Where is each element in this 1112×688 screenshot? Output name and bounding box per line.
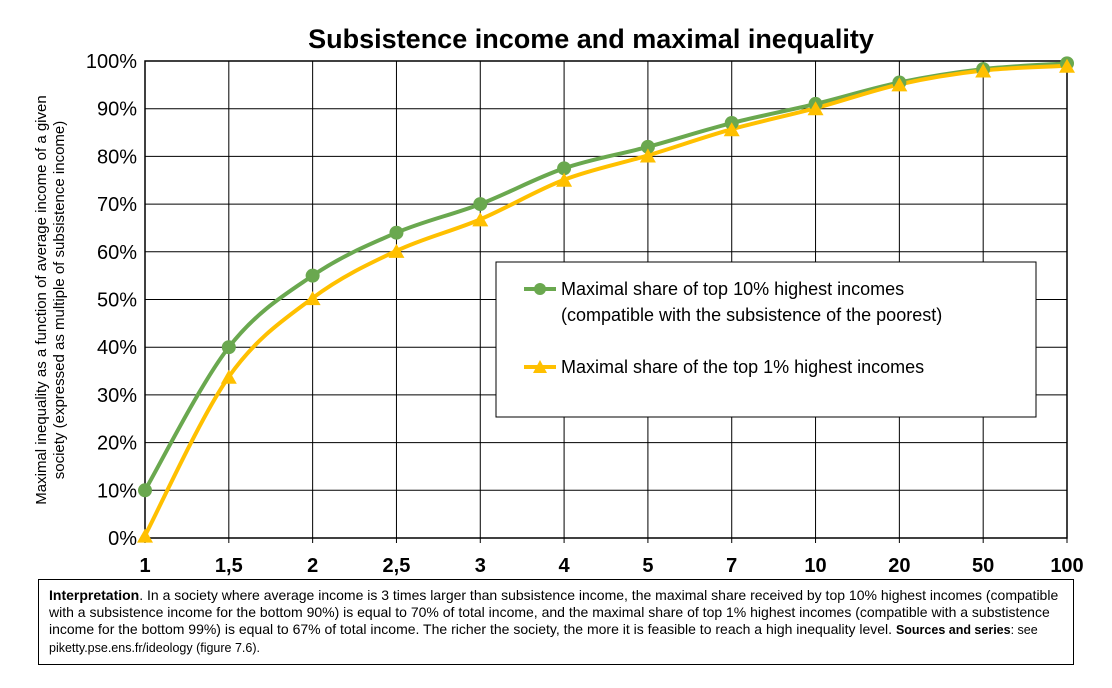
series-point-1 — [975, 63, 992, 78]
series-point-0 — [557, 161, 572, 176]
legend-label-top10-line-2: (compatible with the subsistence of the … — [561, 305, 942, 325]
note-sources-text: : see piketty.pse.ens.fr/ideology (figur… — [49, 623, 1038, 655]
y-axis: 0% 10% 20% 30% 40% 50% 60% 70% 80% 90% 100% — [86, 51, 137, 550]
note-sources-label: Sources and series — [895, 623, 1011, 637]
series-point-0 — [389, 225, 404, 240]
series-point-1 — [388, 243, 405, 258]
x-tick-label: 1 — [139, 555, 150, 577]
legend-box — [495, 261, 1037, 418]
x-tick-label: 20 — [888, 555, 910, 577]
series-point-1 — [556, 172, 573, 187]
x-tick-label: 50 — [972, 555, 994, 577]
y-tick-label: 10% — [97, 480, 137, 502]
y-tick-label: 100% — [86, 51, 137, 73]
y-tick-label: 0% — [108, 528, 137, 550]
y-tick-label: 50% — [97, 290, 137, 312]
series-point-1 — [304, 291, 321, 306]
y-tick-label: 90% — [97, 99, 137, 121]
series-point-0 — [221, 340, 236, 355]
x-tick-label: 2,5 — [383, 555, 411, 577]
y-tick-label: 20% — [97, 433, 137, 455]
series-point-1 — [639, 148, 656, 163]
series-point-1 — [807, 101, 824, 116]
x-tick-label: 5 — [642, 555, 653, 577]
series-layer — [137, 56, 1075, 543]
interpretation-note: Interpretation. In a society where avera… — [38, 579, 1074, 665]
series-point-0 — [640, 139, 655, 154]
series-point-0 — [138, 483, 152, 498]
plot-area-border — [144, 60, 1068, 539]
series-point-1 — [723, 122, 740, 137]
series-point-1 — [1059, 58, 1075, 73]
note-text: . In a society where average income is 3… — [49, 587, 1059, 637]
x-tick-label: 3 — [475, 555, 486, 577]
series-point-1 — [220, 369, 237, 384]
legend-label-top10-line-1: Maximal share of top 10% highest incomes — [561, 279, 904, 299]
y-tick-label: 80% — [97, 146, 137, 168]
y-axis-label-line-1: Maximal inequality as a function of aver… — [33, 95, 50, 504]
x-tick-label: 100 — [1050, 555, 1083, 577]
legend-marker-top10 — [534, 283, 546, 295]
series-point-1 — [137, 528, 153, 543]
y-tick-label: 60% — [97, 242, 137, 264]
y-axis-label-line-2: society (expressed as multiple of subsis… — [51, 121, 68, 480]
chart: Subsistence income and maximal inequalit… — [33, 24, 1084, 577]
legend: Maximal share of top 10% highest incomes… — [495, 261, 1037, 418]
x-tick-label: 7 — [726, 555, 737, 577]
y-tick-label: 70% — [97, 194, 137, 216]
x-tick-label: 1,5 — [215, 555, 243, 577]
chart-title: Subsistence income and maximal inequalit… — [308, 24, 874, 54]
y-tick-label: 40% — [97, 337, 137, 359]
series-point-1 — [472, 212, 489, 227]
note-label: Interpretation — [49, 587, 140, 603]
series-point-0 — [473, 197, 488, 212]
x-tick-label: 10 — [804, 555, 826, 577]
series-point-0 — [305, 268, 320, 283]
series-point-1 — [891, 77, 908, 92]
x-axis: 1 1,5 2 2,5 3 4 5 7 10 20 50 100 — [139, 538, 1084, 577]
legend-marker-top1 — [533, 360, 547, 373]
note-sources: Sources and series: see piketty.pse.ens.… — [49, 623, 1038, 655]
legend-label-top1: Maximal share of the top 1% highest inco… — [561, 357, 924, 377]
x-tick-label: 2 — [307, 555, 318, 577]
x-tick-label: 4 — [559, 555, 571, 577]
y-tick-label: 30% — [97, 385, 137, 407]
